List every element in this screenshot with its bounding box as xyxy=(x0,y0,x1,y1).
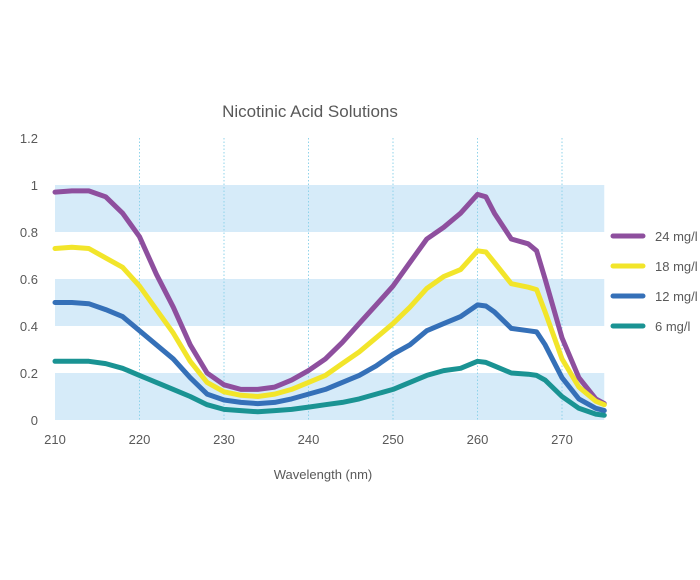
series-lines xyxy=(52,188,607,418)
grid-band xyxy=(55,373,605,420)
chart-title: Nicotinic Acid Solutions xyxy=(222,102,398,121)
legend: 24 mg/l 18 mg/l 12 mg/l 6 mg/l xyxy=(610,229,698,334)
series-line-18-mg-l xyxy=(52,244,607,408)
legend-label: 24 mg/l xyxy=(655,229,698,244)
y-axis-ticks: 0 0.2 0.4 0.6 0.8 1 1.2 xyxy=(20,131,38,428)
grid-band xyxy=(55,279,605,326)
x-tick-label: 260 xyxy=(467,432,489,447)
x-axis-label: Wavelength (nm) xyxy=(274,467,373,482)
y-tick-label: 1.2 xyxy=(20,131,38,146)
y-tick-label: 0 xyxy=(31,413,38,428)
background-bands xyxy=(55,185,605,420)
series-line-6-mg-l xyxy=(52,358,607,418)
legend-label: 12 mg/l xyxy=(655,289,698,304)
y-tick-label: 1 xyxy=(31,178,38,193)
series-line-24-mg-l xyxy=(52,188,607,407)
x-tick-label: 210 xyxy=(44,432,66,447)
x-tick-label: 270 xyxy=(551,432,573,447)
x-tick-label: 240 xyxy=(298,432,320,447)
legend-label: 6 mg/l xyxy=(655,319,691,334)
x-axis-ticks: 210 220 230 240 250 260 270 xyxy=(44,432,573,447)
x-tick-label: 220 xyxy=(129,432,151,447)
y-tick-label: 0.4 xyxy=(20,319,38,334)
grid-band xyxy=(55,185,605,232)
y-tick-label: 0.2 xyxy=(20,366,38,381)
legend-label: 18 mg/l xyxy=(655,259,698,274)
x-tick-label: 250 xyxy=(382,432,404,447)
y-tick-label: 0.8 xyxy=(20,225,38,240)
x-tick-label: 230 xyxy=(213,432,235,447)
y-tick-label: 0.6 xyxy=(20,272,38,287)
series-line-12-mg-l xyxy=(52,300,607,414)
